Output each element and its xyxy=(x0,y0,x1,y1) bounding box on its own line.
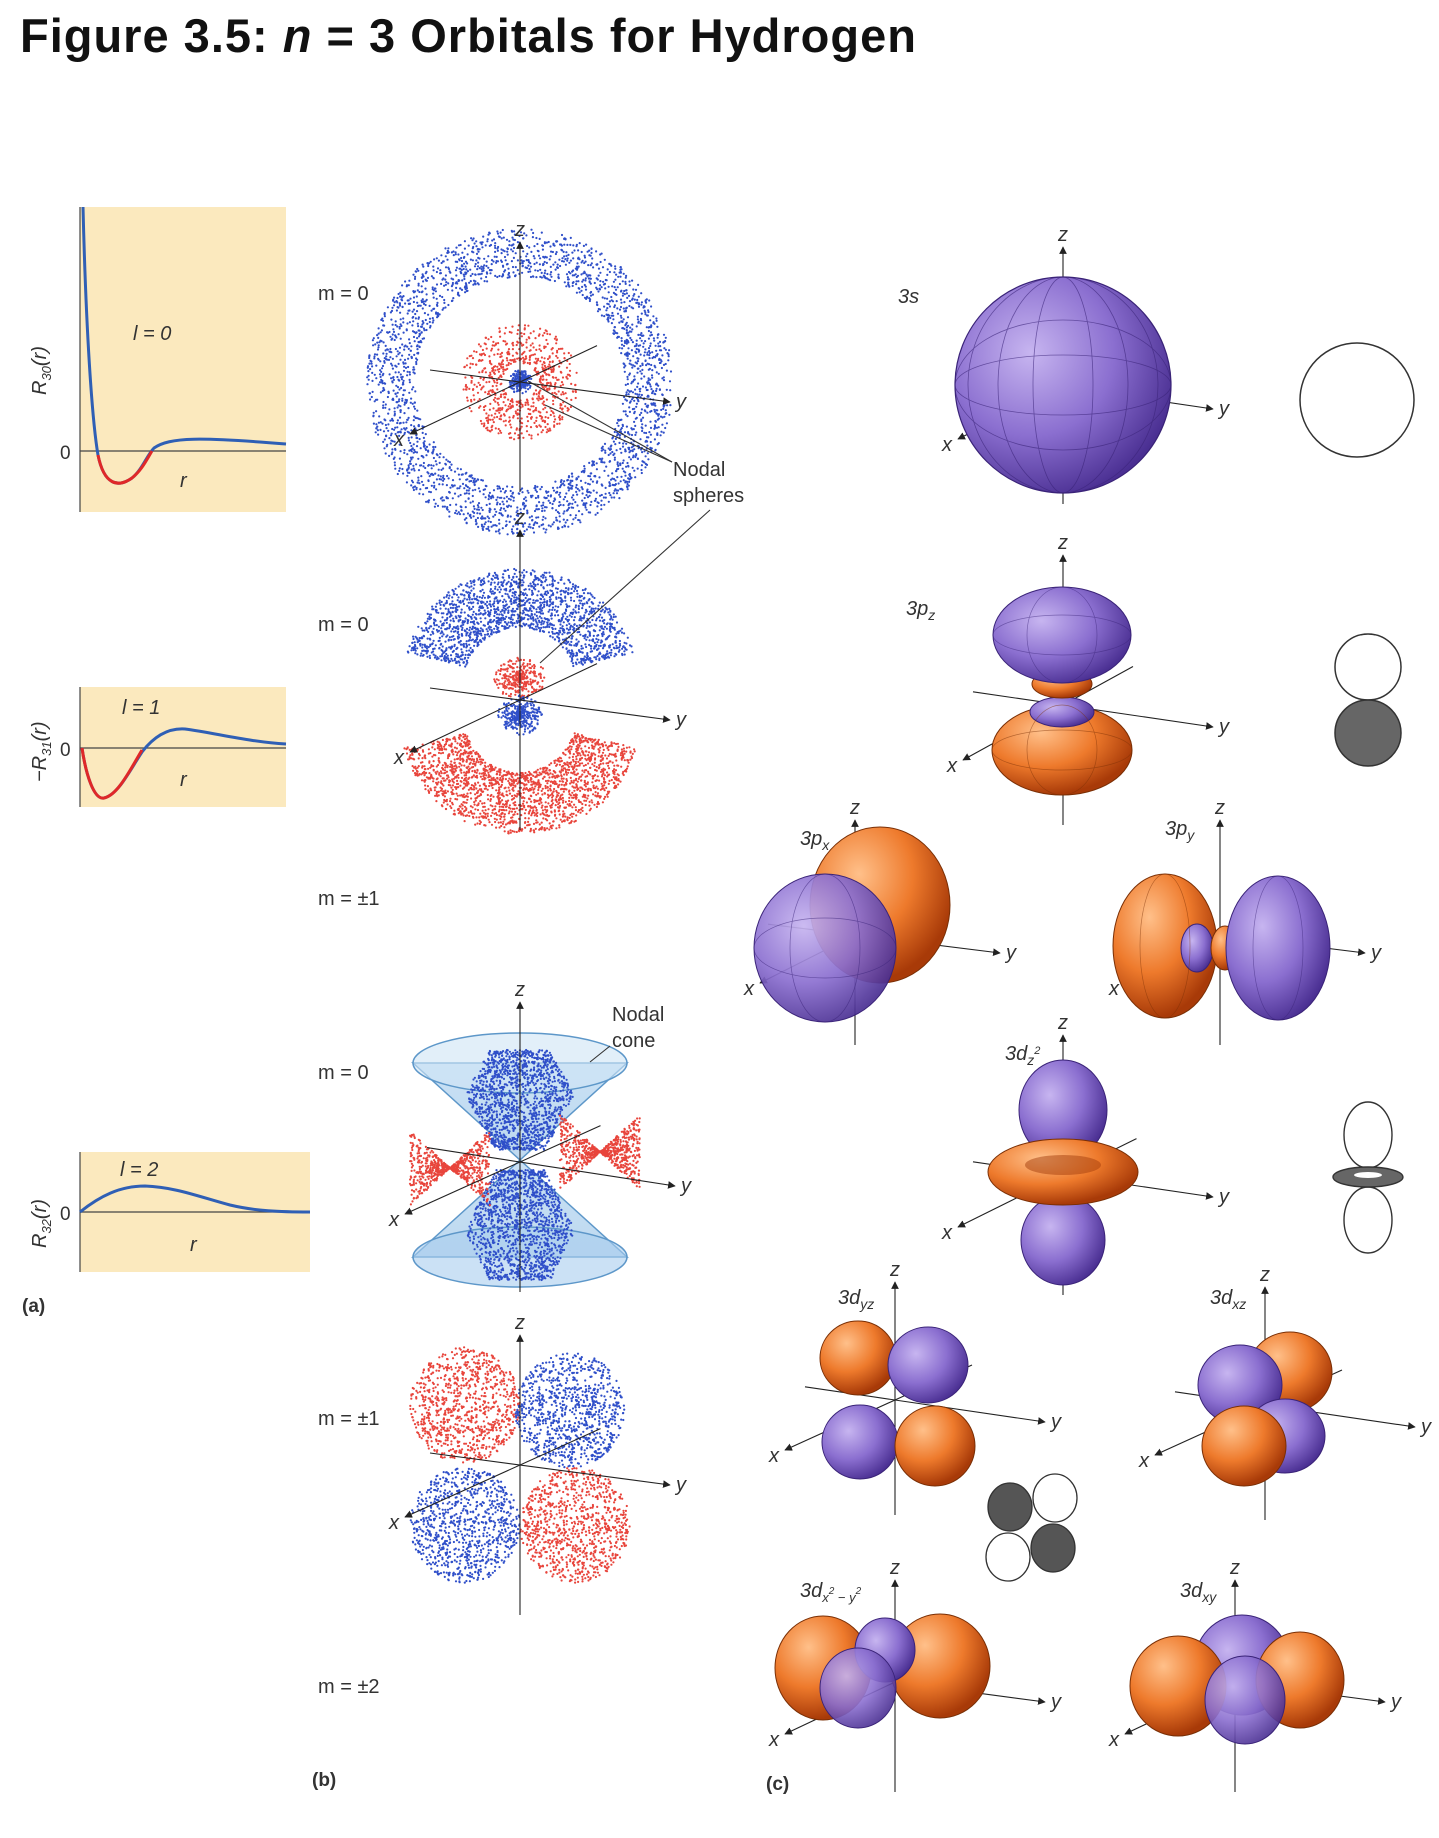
dot-plot-3dz2 xyxy=(408,1048,641,1282)
nodal-cone-annotation: Nodal cone xyxy=(589,1004,664,1063)
ylabel-r31: −R31(r) xyxy=(29,721,54,782)
orbital-3dxz xyxy=(1197,1331,1333,1487)
orbital-3dx2y2 xyxy=(774,1613,991,1729)
orbital-3dyz xyxy=(819,1320,976,1487)
m-label: m = 0 xyxy=(318,1062,369,1084)
m-label: m = ±1 xyxy=(318,1408,380,1430)
figure-title: Figure 3.5: n = 3 Orbitals for Hydrogen xyxy=(20,9,917,62)
zero-label: 0 xyxy=(60,1204,71,1225)
orbital-3dxy xyxy=(1129,1614,1345,1745)
m-label: m = 0 xyxy=(318,614,369,636)
ylabel-r30: R30(r) xyxy=(29,346,54,395)
l-label: l = 2 xyxy=(120,1159,158,1181)
r32-curve xyxy=(79,1184,311,1214)
radial-plot-30: l = 0 0 r R30(r) xyxy=(29,206,287,512)
label-3dz2: 3dz2 xyxy=(1005,1043,1040,1068)
m-label: m = ±1 xyxy=(318,888,380,910)
label-3dx2y2: 3dx2 − y2 xyxy=(800,1580,862,1605)
l-label: l = 1 xyxy=(122,697,160,719)
polar-3pz xyxy=(1334,633,1402,767)
label-3s: 3s xyxy=(898,286,919,308)
r-label: r xyxy=(180,470,188,492)
label-3dyz: 3dyz xyxy=(838,1287,874,1312)
r-label: r xyxy=(180,769,188,791)
nodal-spheres-annotation: Nodal spheres xyxy=(527,380,744,664)
label-3dxz: 3dxz xyxy=(1210,1287,1246,1312)
dot-plot-3s xyxy=(366,228,673,536)
zero-label: 0 xyxy=(60,740,71,761)
panel-label-c: (c) xyxy=(766,1774,789,1795)
r-label: r xyxy=(190,1234,198,1256)
orbital-3dz2 xyxy=(987,1059,1139,1286)
plot-background xyxy=(80,687,286,807)
orbital-3s xyxy=(954,276,1172,494)
orbital-3py xyxy=(1112,873,1331,1021)
m-label: m = 0 xyxy=(318,283,369,305)
radial-plot-32: l = 2 0 r R32(r) xyxy=(29,1152,311,1272)
panel-label-b: (b) xyxy=(312,1770,336,1791)
l-label: l = 0 xyxy=(133,323,171,345)
m-label: m = ±2 xyxy=(318,1676,380,1698)
dot-plot-3pz xyxy=(403,567,636,835)
polar-3dyz xyxy=(985,1473,1078,1582)
polar-3dz2 xyxy=(1332,1101,1404,1254)
label-3pz: 3pz xyxy=(906,598,935,623)
polar-3s xyxy=(1299,342,1415,458)
label-3py: 3py xyxy=(1165,818,1195,843)
panel-label-a: (a) xyxy=(22,1296,45,1317)
orbital-3pz xyxy=(991,586,1133,796)
dot-plot-3dyz xyxy=(409,1346,631,1584)
label-3dxy: 3dxy xyxy=(1180,1580,1217,1605)
label-3px: 3px xyxy=(800,828,830,853)
ylabel-r32: R32(r) xyxy=(29,1199,54,1248)
zero-label: 0 xyxy=(60,443,71,464)
plot-background xyxy=(80,207,286,512)
orbital-3px xyxy=(753,826,951,1023)
radial-plot-31: l = 1 0 r −R31(r) xyxy=(29,687,287,807)
